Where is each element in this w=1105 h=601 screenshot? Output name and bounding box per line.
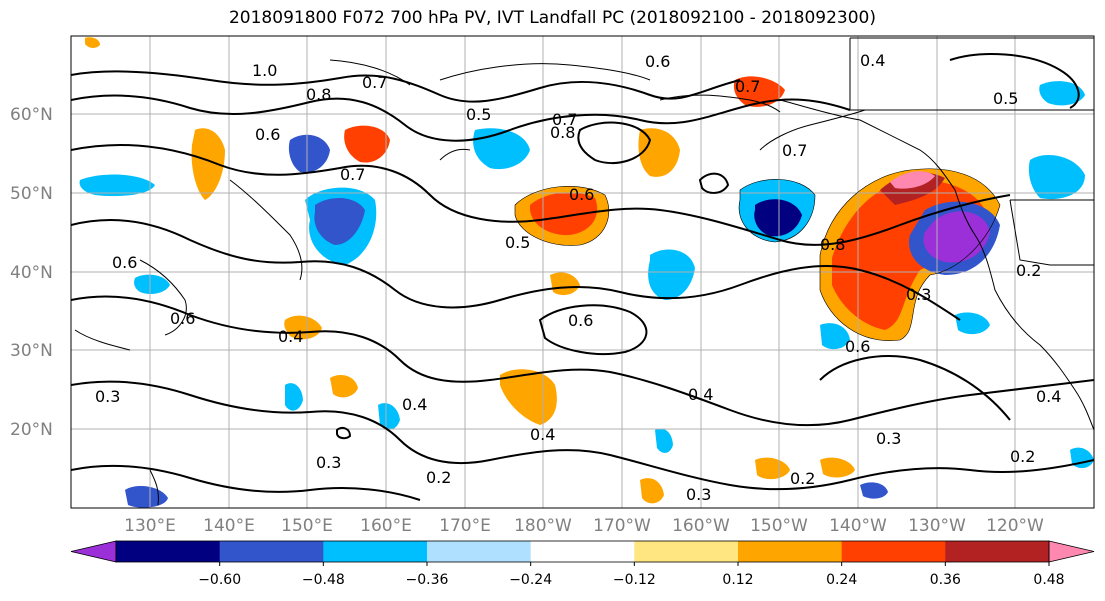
contour-label: 0.8 (550, 123, 575, 142)
lon-label: 180°W (514, 516, 572, 536)
contour-label: 0.6 (568, 311, 593, 330)
contour-label: 0.2 (790, 469, 815, 488)
contour-label: 0.7 (782, 141, 807, 160)
colorbar-tick-label: 0.36 (930, 572, 961, 588)
lat-label: 40°N (10, 263, 53, 283)
contour-label: 0.4 (860, 51, 885, 70)
contour-labels: 1.0 0.8 0.7 0.6 0.7 0.5 0.8 0.7 0.6 0.7 … (95, 51, 1061, 504)
contour-label: 1.0 (252, 61, 277, 80)
contour-label: 0.6 (845, 337, 870, 356)
contour-label: 0.2 (1010, 447, 1035, 466)
lon-label: 170°W (593, 516, 651, 536)
contour-label: 0.7 (735, 77, 760, 96)
contour-label: 0.6 (170, 309, 195, 328)
contour-label: 0.5 (466, 105, 491, 124)
contour-label: 0.4 (402, 395, 427, 414)
lon-label: 160°W (672, 516, 730, 536)
colorbar-segment (945, 541, 1050, 562)
colorbar-tick-label: 0.48 (1033, 572, 1064, 588)
colorbar-segment (116, 541, 221, 562)
contour-label: 0.8 (306, 85, 331, 104)
lon-label: 150°W (750, 516, 808, 536)
contour-label: 0.3 (316, 453, 341, 472)
lat-label: 50°N (10, 184, 53, 204)
contour-label: 0.6 (569, 185, 594, 204)
contour-label: 0.4 (278, 327, 303, 346)
colorbar-tick-label: 0.12 (722, 572, 753, 588)
colorbar-segment (738, 541, 843, 562)
contour-label: 0.7 (340, 165, 365, 184)
pv-shading (79, 37, 1094, 508)
contour-label: 0.4 (530, 425, 555, 444)
colorbar-tick-label: −0.36 (406, 572, 449, 588)
map-frame (70, 35, 1095, 509)
colorbar-max-arrow (1048, 540, 1095, 563)
shading-outlines (514, 168, 1001, 341)
lon-label: 140°W (829, 516, 887, 536)
contour-label: 0.2 (1016, 261, 1041, 280)
contour-label: 0.7 (362, 73, 387, 92)
colorbar-tick-label: −0.48 (302, 572, 345, 588)
colorbar-tick-label: 0.24 (826, 572, 857, 588)
lon-label: 120°W (986, 516, 1044, 536)
coastlines (74, 37, 1094, 506)
contour-label: 0.5 (993, 89, 1018, 108)
contour-label: 0.2 (426, 468, 451, 487)
longitude-labels: 130°E 140°E 150°E 160°E 170°E 180°W 170°… (124, 516, 1044, 536)
colorbar-tick-label: −0.60 (198, 572, 241, 588)
lon-label: 170°E (439, 516, 491, 536)
colorbar-segment (841, 541, 946, 562)
contour-label: 0.4 (688, 385, 713, 404)
colorbar-min-arrow (70, 540, 117, 563)
lon-label: 130°E (124, 516, 176, 536)
colorbar-segment (323, 541, 428, 562)
latitude-labels: 60°N 50°N 40°N 30°N 20°N (10, 105, 53, 440)
contour-label: 0.5 (505, 233, 530, 252)
colorbar-segment (530, 541, 635, 562)
contour-label: 0.3 (876, 429, 901, 448)
lon-label: 130°W (908, 516, 966, 536)
contour-label: 0.6 (645, 52, 670, 71)
colorbar-tick-label: −0.24 (509, 572, 552, 588)
lat-label: 60°N (10, 105, 53, 125)
contour-label: 0.3 (95, 387, 120, 406)
contour-label: 0.3 (906, 285, 931, 304)
contour-label: 0.4 (1036, 387, 1061, 406)
colorbar-tick-label: −0.12 (613, 572, 656, 588)
contour-label: 0.3 (686, 485, 711, 504)
contour-label: 0.7 (552, 110, 577, 129)
colorbar-segment (634, 541, 739, 562)
contour-label: 0.6 (112, 253, 137, 272)
colorbar-frame (115, 540, 1050, 563)
lat-label: 30°N (10, 341, 53, 361)
lon-label: 140°E (203, 516, 255, 536)
colorbar-segment (427, 541, 532, 562)
lat-label: 20°N (10, 420, 53, 440)
lon-label: 160°E (360, 516, 412, 536)
contour-label: 0.6 (255, 125, 280, 144)
map-title: 2018091800 F072 700 hPa PV, IVT Landfall… (228, 8, 876, 28)
contour-label: 0.8 (820, 235, 845, 254)
lon-label: 150°E (281, 516, 333, 536)
colorbar: −0.60 −0.48 −0.36 −0.24 −0.12 0.12 0.24 0.36 0.4… (70, 540, 1095, 588)
colorbar-segment (219, 541, 324, 562)
